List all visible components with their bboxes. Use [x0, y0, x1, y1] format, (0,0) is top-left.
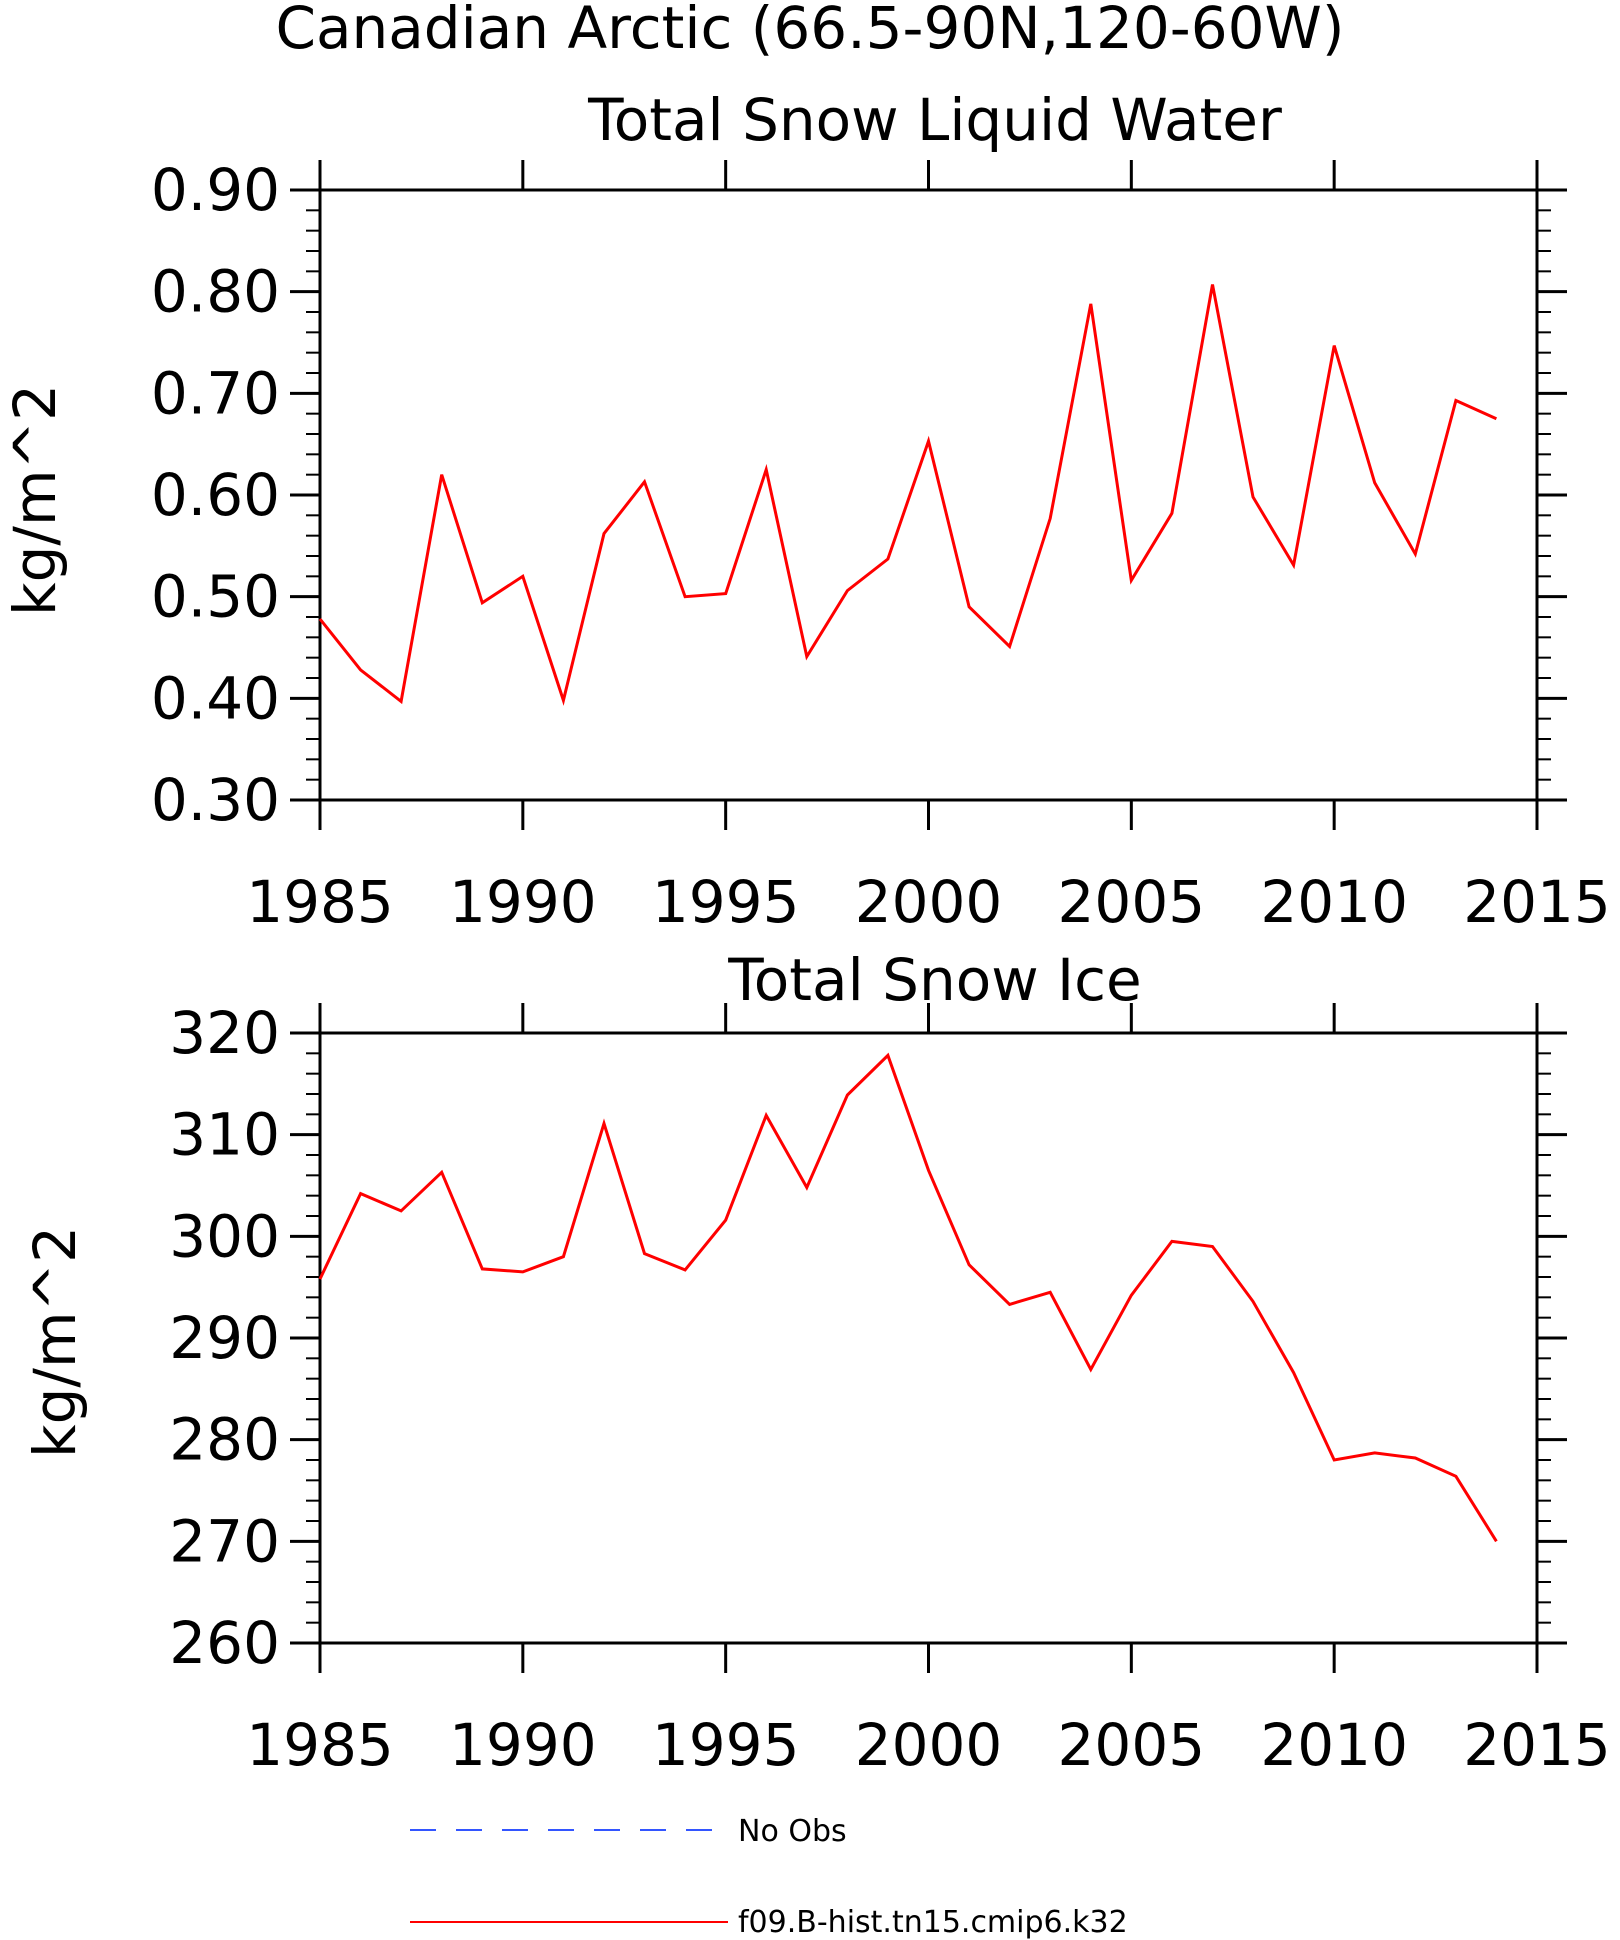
y-tick-label: 0.90 [151, 156, 280, 224]
panel-snow-liquid-water: Total Snow Liquid Water kg/m^2 0.30 0.40 0… [1, 86, 1611, 936]
y-axis-label: kg/m^2 [21, 1226, 89, 1458]
y-tick-label: 320 [169, 999, 280, 1067]
y-tick-label: 310 [169, 1101, 280, 1169]
panel-title: Total Snow Ice [727, 946, 1142, 1014]
x-tick-label: 2015 [1463, 1711, 1611, 1779]
legend-label-obs: No Obs [738, 1814, 847, 1849]
x-tick-label: 2000 [855, 868, 1003, 936]
y-tick-label: 0.30 [151, 766, 280, 834]
y-tick-label: 0.40 [151, 664, 280, 732]
x-tick-label: 1995 [652, 868, 800, 936]
y-tick-label: 300 [169, 1202, 280, 1270]
y-tick-label: 0.50 [151, 563, 280, 631]
y-tick-label: 290 [169, 1304, 280, 1372]
x-tick-label: 2005 [1058, 868, 1206, 936]
series-line [318, 284, 1498, 706]
panel-title: Total Snow Liquid Water [587, 86, 1282, 154]
x-tick-label: 2000 [855, 1711, 1003, 1779]
panel-snow-ice: Total Snow Ice kg/m^2 260 270 280 290 300 310… [21, 946, 1611, 1779]
y-tick-label: 280 [169, 1406, 280, 1474]
y-tick-label: 0.60 [151, 461, 280, 529]
y-axis-label: kg/m^2 [1, 384, 69, 616]
x-tick-label: 2010 [1260, 868, 1408, 936]
x-tick-label: 1985 [246, 868, 394, 936]
legend: No Obs f09.B-hist.tn15.cmip6.k32 [410, 1814, 1128, 1940]
x-tick-label: 1990 [449, 1711, 597, 1779]
y-tick-label: 0.70 [151, 359, 280, 427]
y-tick-label: 270 [169, 1507, 280, 1575]
figure-title: Canadian Arctic (66.5-90N,120-60W) [275, 0, 1344, 62]
y-tick-label: 0.80 [151, 258, 280, 326]
x-tick-label: 1995 [652, 1711, 800, 1779]
x-tick-label: 2005 [1058, 1711, 1206, 1779]
series-line [318, 1052, 1498, 1543]
x-tick-label: 2010 [1260, 1711, 1408, 1779]
x-tick-label: 1985 [246, 1711, 394, 1779]
legend-label-model: f09.B-hist.tn15.cmip6.k32 [738, 1905, 1128, 1940]
x-tick-label: 2015 [1463, 868, 1611, 936]
y-tick-label: 260 [169, 1609, 280, 1677]
x-tick-label: 1990 [449, 868, 597, 936]
